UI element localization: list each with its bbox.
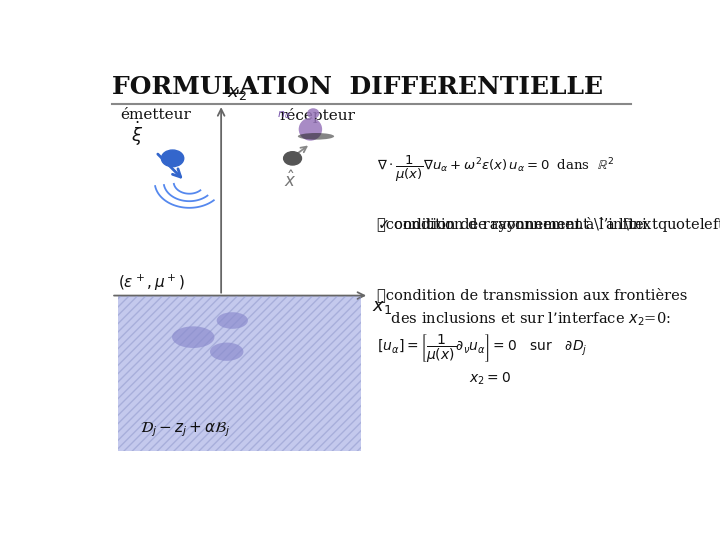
Text: $x_2 = 0$: $x_2 = 0$	[469, 370, 511, 387]
Bar	[118, 295, 361, 451]
Ellipse shape	[210, 342, 243, 361]
Text: ✓condition de rayonnement à l’infini: ✓condition de rayonnement à l’infini	[377, 218, 647, 232]
Text: $\checkmark$ condition de rayonnement \`a l\textquoteleft infini: $\checkmark$ condition de rayonnement \`…	[377, 215, 720, 234]
Text: émetteur: émetteur	[121, 109, 192, 123]
Text: $\mathcal{D}_j - z_j + \alpha \mathcal{B}_j$: $\mathcal{D}_j - z_j + \alpha \mathcal{B…	[140, 420, 231, 439]
Text: $\hat{x}$: $\hat{x}$	[284, 171, 296, 191]
Text: $\mathit{x}_1$: $\mathit{x}_1$	[372, 298, 392, 316]
Text: $[u_\alpha] = \left[\dfrac{1}{\mu(x)}\partial_\nu u_\alpha\right] = 0\quad \math: $[u_\alpha] = \left[\dfrac{1}{\mu(x)}\pa…	[377, 333, 588, 366]
Text: $\nabla \cdot \dfrac{1}{\mu(x)}\nabla u_\alpha + \omega^2\varepsilon(x)\,u_\alph: $\nabla \cdot \dfrac{1}{\mu(x)}\nabla u_…	[377, 154, 614, 184]
Text: $n_{\alpha}$: $n_{\alpha}$	[277, 109, 291, 120]
Text: $\dot{\xi}$: $\dot{\xi}$	[131, 119, 143, 147]
Ellipse shape	[299, 118, 322, 141]
Ellipse shape	[298, 133, 334, 140]
Circle shape	[161, 150, 184, 167]
Ellipse shape	[172, 326, 215, 348]
Text: récepteur: récepteur	[280, 109, 356, 124]
Text: FORMULATION  DIFFERENTIELLE: FORMULATION DIFFERENTIELLE	[112, 75, 603, 99]
Ellipse shape	[217, 312, 248, 329]
Text: $\mathit{x}_2$: $\mathit{x}_2$	[227, 84, 246, 102]
Text: $(\varepsilon^+,\mu^+)$: $(\varepsilon^+,\mu^+)$	[118, 273, 185, 293]
Ellipse shape	[307, 108, 320, 119]
Text: ✓condition de transmission aux frontières
   des inclusions et sur l’interface $: ✓condition de transmission aux frontière…	[377, 287, 688, 328]
Bar	[118, 295, 361, 451]
Circle shape	[284, 152, 302, 165]
